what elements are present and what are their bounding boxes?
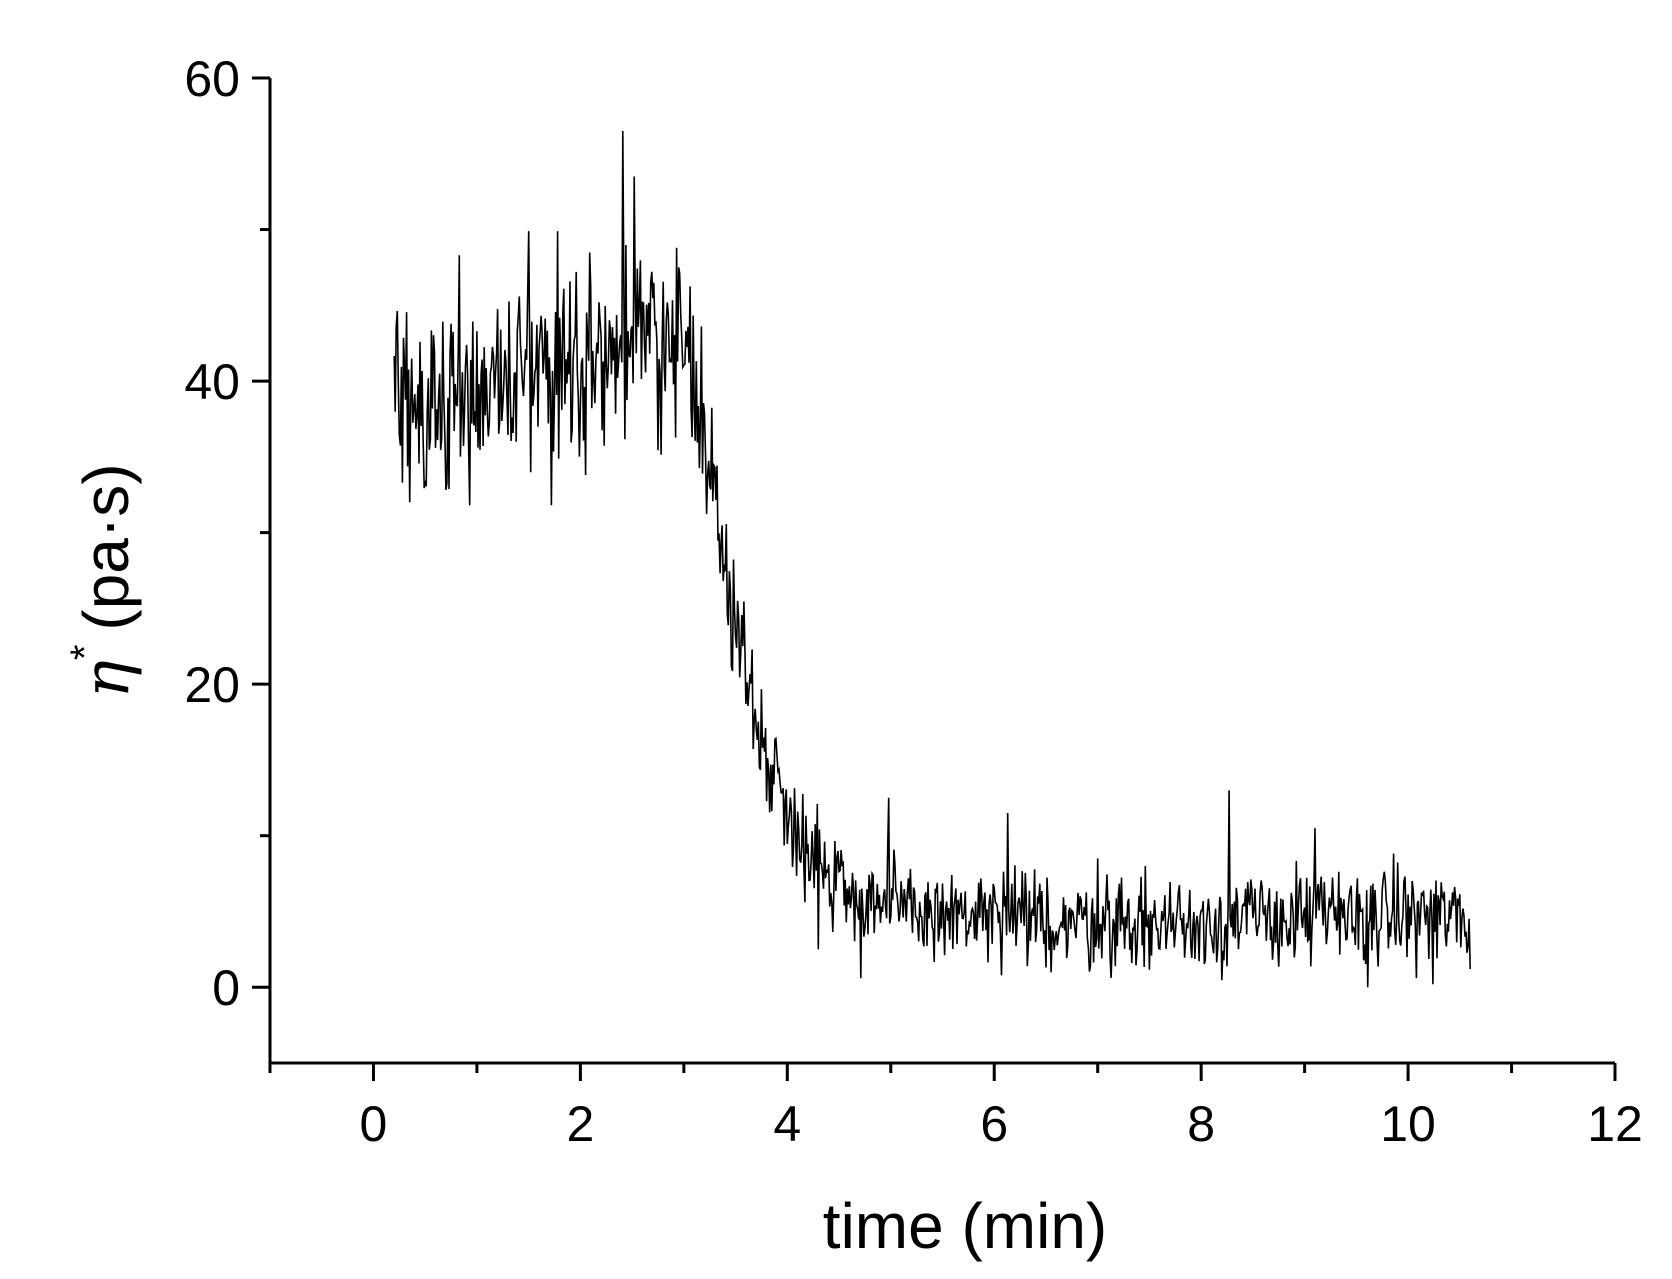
y-tick-label: 0 [212, 960, 240, 1016]
plot-area [393, 130, 1471, 988]
y-tick-label: 40 [184, 354, 240, 410]
x-tick-label: 0 [360, 1096, 388, 1152]
y-axis: 0 20 40 60 [184, 51, 272, 1063]
viscosity-series-line [393, 130, 1471, 988]
x-tick-labels: 0 2 4 6 8 10 12 [360, 1096, 1643, 1152]
y-axis-title-symbol: η [70, 660, 144, 698]
x-tick-label: 8 [1187, 1096, 1215, 1152]
y-axis-title-unit: (pa·s) [70, 463, 142, 630]
y-axis-title-superscript: * [63, 645, 107, 661]
y-tick-labels: 0 20 40 60 [184, 51, 240, 1016]
x-ticks [268, 1063, 1617, 1081]
y-ticks [252, 76, 270, 989]
x-tick-label: 2 [566, 1096, 594, 1152]
x-tick-label: 6 [980, 1096, 1008, 1152]
x-tick-label: 12 [1587, 1096, 1643, 1152]
y-tick-label: 20 [184, 657, 240, 713]
x-axis: 0 2 4 6 8 10 12 [268, 1061, 1643, 1152]
x-axis-title: time (min) [823, 1190, 1107, 1262]
y-tick-label: 60 [184, 51, 240, 107]
svg-text:η*(pa·s): η* (pa·s) [63, 463, 144, 698]
x-tick-label: 10 [1380, 1096, 1436, 1152]
x-tick-label: 4 [773, 1096, 801, 1152]
y-axis-title: η* (pa·s) [63, 463, 144, 698]
